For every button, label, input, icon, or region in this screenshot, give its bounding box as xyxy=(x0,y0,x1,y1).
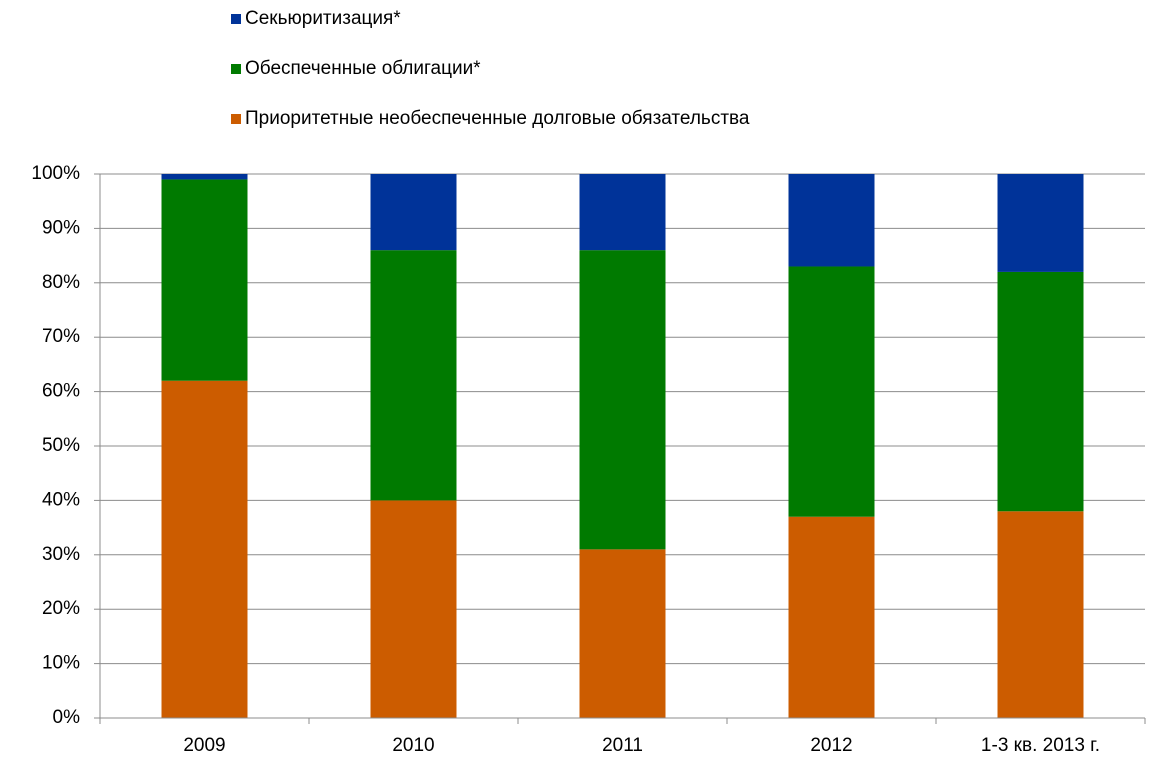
bar-segment xyxy=(997,174,1084,272)
y-tick-label: 60% xyxy=(42,381,80,402)
bar-segment xyxy=(788,266,875,517)
bar-segment xyxy=(997,271,1084,512)
bar-segment xyxy=(579,174,666,251)
legend-label: Приоритетные необеспеченные долговые обя… xyxy=(245,108,750,129)
x-tick-label: 2010 xyxy=(392,735,434,756)
bar-segment xyxy=(579,250,666,550)
bar-segment xyxy=(370,174,457,251)
bar-segment xyxy=(788,174,875,267)
x-tick-label: 2012 xyxy=(810,735,852,756)
bar-segment xyxy=(161,179,248,381)
bar-segment xyxy=(997,511,1084,718)
y-tick-label: 30% xyxy=(42,544,80,565)
legend-swatch xyxy=(231,114,241,124)
legend-swatch xyxy=(231,64,241,74)
y-tick-label: 50% xyxy=(42,435,80,456)
legend-label: Секьюритизация* xyxy=(245,8,401,29)
y-tick-label: 100% xyxy=(31,163,80,184)
y-tick-label: 70% xyxy=(42,326,80,347)
x-tick-label: 2011 xyxy=(602,735,643,756)
bar-segment xyxy=(370,500,457,718)
bar-segment xyxy=(370,250,457,501)
x-tick-label: 2009 xyxy=(183,735,225,756)
y-tick-label: 90% xyxy=(42,217,80,238)
y-tick-label: 80% xyxy=(42,272,80,293)
x-tick-label: 1-3 кв. 2013 г. xyxy=(981,735,1100,756)
bar-segment xyxy=(579,549,666,718)
bar-segment xyxy=(161,380,248,718)
bar-segment xyxy=(788,516,875,718)
y-tick-label: 20% xyxy=(42,598,80,619)
bar-segment xyxy=(161,174,248,180)
legend-swatch xyxy=(231,14,241,24)
y-tick-label: 40% xyxy=(42,489,80,510)
legend-label: Обеспеченные облигации* xyxy=(245,58,481,79)
y-tick-label: 10% xyxy=(42,653,80,674)
y-tick-label: 0% xyxy=(53,707,81,728)
